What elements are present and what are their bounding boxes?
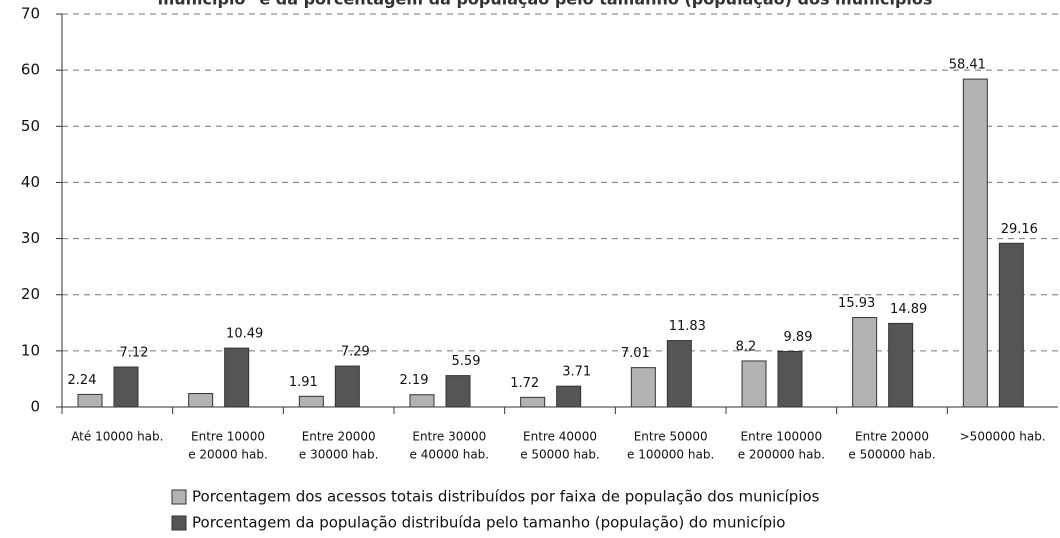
y-tick-label: 20 — [21, 285, 40, 303]
bar — [520, 396, 546, 408]
x-tick-label: Entre 20000 — [855, 430, 929, 444]
bar — [409, 394, 435, 408]
y-tick-label: 0 — [30, 398, 40, 416]
data-label: 5.59 — [452, 354, 481, 369]
data-label: 7.29 — [341, 345, 370, 360]
x-tick-label: e 30000 hab. — [299, 448, 379, 462]
bar — [741, 360, 767, 408]
y-tick-label: 40 — [21, 173, 40, 191]
data-label: 3.71 — [562, 365, 591, 380]
bar — [888, 322, 914, 408]
data-label: 1.72 — [510, 376, 539, 391]
bar — [998, 242, 1024, 408]
bar — [334, 365, 360, 408]
y-tick-label: 70 — [21, 5, 40, 23]
legend-swatch — [171, 515, 187, 531]
bar — [777, 350, 803, 408]
legend-label: Porcentagem dos acessos totais distribuí… — [192, 488, 820, 506]
x-tick-label: e 100000 hab. — [627, 448, 714, 462]
data-label: 8.2 — [736, 339, 757, 354]
x-tick-label: Entre 100000 — [741, 430, 823, 444]
x-tick-label: Entre 20000 — [302, 430, 376, 444]
x-tick-label: e 500000 hab. — [848, 448, 935, 462]
data-label: 2.24 — [68, 373, 97, 388]
y-tick-label: 60 — [21, 61, 40, 79]
x-tick-label: Entre 50000 — [634, 430, 708, 444]
x-tick-label: e 200000 hab. — [738, 448, 825, 462]
x-tick-label: Entre 40000 — [523, 430, 597, 444]
chart-title: município" e da porcentagem da população… — [158, 0, 933, 9]
x-tick-label: Até 10000 hab. — [71, 430, 163, 444]
x-tick-label: e 20000 hab. — [188, 448, 268, 462]
bar — [852, 317, 878, 408]
data-label: 14.89 — [890, 302, 927, 317]
y-tick-label: 50 — [21, 117, 40, 135]
bar — [666, 340, 692, 408]
bar — [77, 393, 103, 408]
data-label: 58.41 — [949, 58, 986, 73]
bar — [224, 347, 250, 408]
data-label: 1.91 — [289, 375, 318, 390]
x-tick-label: Entre 10000 — [191, 430, 265, 444]
bar — [556, 385, 582, 408]
bar — [445, 375, 471, 408]
data-label: 29.16 — [1001, 222, 1038, 237]
bar — [113, 366, 139, 408]
data-label: 10.49 — [226, 327, 263, 342]
data-label: 7.12 — [120, 346, 149, 361]
bar — [962, 78, 988, 408]
x-tick-label: >500000 hab. — [960, 430, 1046, 444]
data-label: 2.19 — [400, 373, 429, 388]
bar — [298, 395, 324, 408]
x-tick-label: e 40000 hab. — [410, 448, 490, 462]
legend-swatch — [171, 489, 187, 505]
data-label: 9.89 — [784, 330, 813, 345]
y-tick-label: 30 — [21, 229, 40, 247]
data-label: 15.93 — [838, 296, 875, 311]
x-tick-label: e 50000 hab. — [520, 448, 600, 462]
bar — [188, 393, 214, 408]
data-label: 11.83 — [669, 319, 706, 334]
data-label: 7.01 — [621, 346, 650, 361]
bar — [630, 367, 656, 408]
y-tick-label: 10 — [21, 341, 40, 359]
legend-label: Porcentagem da população distribuída pel… — [192, 514, 785, 532]
x-tick-label: Entre 30000 — [412, 430, 486, 444]
